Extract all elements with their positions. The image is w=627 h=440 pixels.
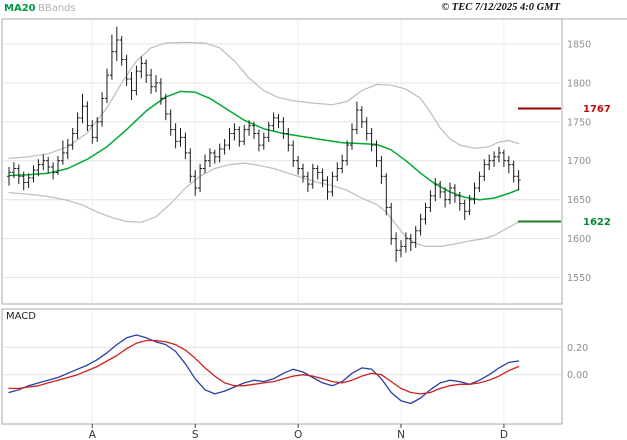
- macd-panel-frame: [1, 308, 563, 425]
- copyright-text: © TEC 7/12/2025 4:0 GMT: [441, 2, 560, 13]
- bollinger-lower-line: [8, 162, 520, 247]
- macd-line: [8, 334, 520, 405]
- month-label: O: [294, 429, 302, 440]
- price-tick-label: 1850: [567, 39, 591, 50]
- price-tick-label: 1550: [567, 273, 591, 284]
- signal-line: [8, 339, 520, 395]
- month-label: S: [192, 429, 199, 440]
- bollinger-upper-line: [8, 41, 520, 159]
- macd-panel-label: MACD: [6, 311, 36, 322]
- month-label: A: [89, 429, 97, 440]
- level-label-1767: 1767: [583, 104, 611, 115]
- macd-tick-label: 0.00: [567, 370, 588, 381]
- price-tick-label: 1650: [567, 195, 591, 206]
- candlesticks: [7, 26, 521, 262]
- legend-ma20: MA20: [4, 3, 36, 14]
- macd-tick-label: 0.20: [567, 343, 588, 354]
- month-label: N: [397, 429, 405, 440]
- level-label-1622: 1622: [583, 217, 611, 228]
- price-tick-label: 1700: [567, 156, 591, 167]
- month-label: D: [500, 429, 508, 440]
- price-tick-label: 1600: [567, 234, 591, 245]
- legend-bbands: BBands: [38, 3, 76, 14]
- main-panel-frame: [1, 18, 563, 305]
- price-tick-label: 1750: [567, 117, 591, 128]
- price-tick-label: 1800: [567, 78, 591, 89]
